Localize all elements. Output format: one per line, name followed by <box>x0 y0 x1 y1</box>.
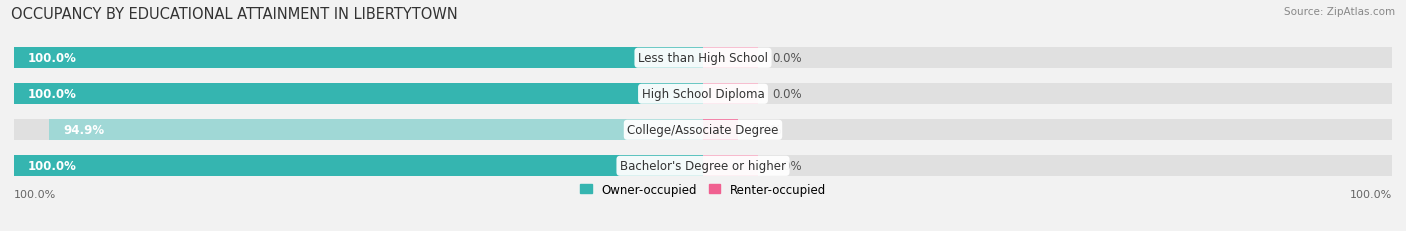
Text: 100.0%: 100.0% <box>28 160 77 173</box>
Text: 0.0%: 0.0% <box>772 160 801 173</box>
Bar <box>14 84 703 105</box>
Text: 100.0%: 100.0% <box>28 52 77 65</box>
Text: 5.1%: 5.1% <box>752 124 782 137</box>
Bar <box>703 156 1392 176</box>
Text: 100.0%: 100.0% <box>1350 189 1392 199</box>
Text: 0.0%: 0.0% <box>772 52 801 65</box>
Bar <box>14 48 703 69</box>
Bar <box>703 120 738 141</box>
Bar <box>14 156 703 176</box>
Text: 0.0%: 0.0% <box>772 88 801 101</box>
Bar <box>703 84 758 105</box>
Text: College/Associate Degree: College/Associate Degree <box>627 124 779 137</box>
Bar <box>703 156 758 176</box>
Text: 94.9%: 94.9% <box>63 124 104 137</box>
Bar <box>14 156 703 176</box>
Bar <box>14 120 703 141</box>
Text: 100.0%: 100.0% <box>14 189 56 199</box>
Text: Less than High School: Less than High School <box>638 52 768 65</box>
Bar <box>703 48 758 69</box>
Legend: Owner-occupied, Renter-occupied: Owner-occupied, Renter-occupied <box>579 183 827 196</box>
Bar <box>14 84 703 105</box>
Text: 100.0%: 100.0% <box>28 88 77 101</box>
Bar <box>703 48 1392 69</box>
Text: High School Diploma: High School Diploma <box>641 88 765 101</box>
Bar <box>14 48 703 69</box>
Bar <box>703 120 1392 141</box>
Text: Source: ZipAtlas.com: Source: ZipAtlas.com <box>1284 7 1395 17</box>
Bar <box>703 84 1392 105</box>
Text: OCCUPANCY BY EDUCATIONAL ATTAINMENT IN LIBERTYTOWN: OCCUPANCY BY EDUCATIONAL ATTAINMENT IN L… <box>11 7 458 22</box>
Bar <box>49 120 703 141</box>
Text: Bachelor's Degree or higher: Bachelor's Degree or higher <box>620 160 786 173</box>
